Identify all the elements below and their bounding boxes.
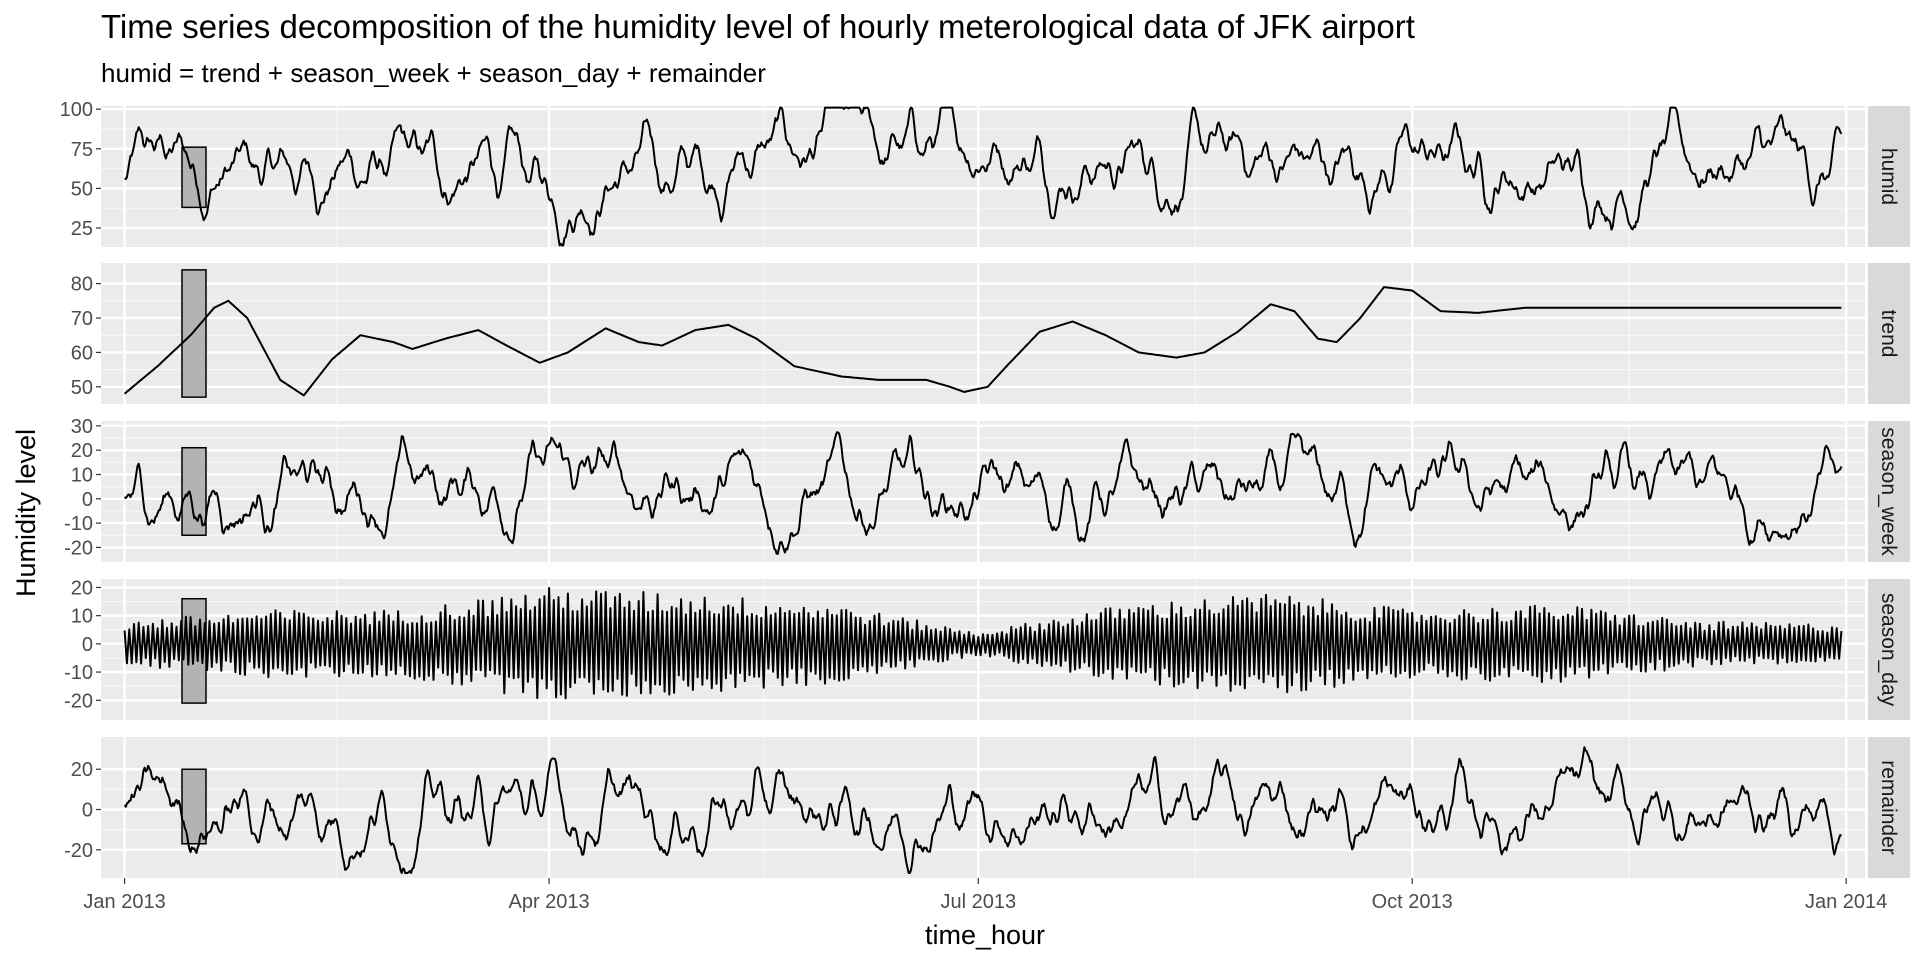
facet-strip-label: season_day <box>1877 593 1900 707</box>
y-tick-label: -20 <box>64 840 93 862</box>
y-tick-label: 10 <box>71 464 93 486</box>
facet-strip-label: trend <box>1877 310 1900 358</box>
panel-humid: 25 50 75 100 humid <box>60 99 1910 247</box>
y-tick-label: 100 <box>60 99 93 121</box>
y-tick-label: 20 <box>71 759 93 781</box>
y-tick-label: 0 <box>82 800 93 822</box>
y-tick-label: 80 <box>71 274 93 296</box>
series-line-humid <box>124 106 1843 247</box>
facet-strip <box>1868 421 1910 562</box>
y-tick-label: 50 <box>71 178 93 200</box>
y-tick-label: -20 <box>64 537 93 559</box>
facet-strip <box>1868 263 1910 404</box>
y-tick-label: 30 <box>71 416 93 438</box>
series-line-season_day <box>123 587 1843 700</box>
y-tick-label: 50 <box>71 377 93 399</box>
facet-strip <box>1868 737 1910 878</box>
panel-trend: 50 60 70 80 trend <box>71 263 1910 404</box>
y-tick-label: 75 <box>71 139 93 161</box>
y-tick-label: 70 <box>71 308 93 330</box>
panel-background <box>101 263 1865 404</box>
facet-strip <box>1868 106 1910 247</box>
facet-strip-label: season_week <box>1877 427 1900 556</box>
y-tick-label: 0 <box>82 489 93 511</box>
scale-bar <box>181 146 207 209</box>
y-tick-label: 0 <box>82 634 93 656</box>
y-tick-label: -20 <box>64 690 93 712</box>
x-tick-label: Jul 2013 <box>940 891 1016 913</box>
series-line-remainder <box>123 746 1842 874</box>
panel-background <box>101 421 1865 562</box>
chart-title: Time series decomposition of the humidit… <box>101 8 1415 45</box>
y-tick-label: -10 <box>64 662 93 684</box>
y-tick-label: -10 <box>64 513 93 535</box>
panel-remainder: -20 0 20 remainder <box>64 737 1910 878</box>
x-tick-label: Jan 2013 <box>83 891 165 913</box>
x-axis-title: time_hour <box>925 920 1045 950</box>
panel-season_day: -20 -10 0 10 20 season_day <box>64 577 1910 720</box>
facet-panels: 255075100humid50607080trend-20-100102030… <box>60 99 1910 878</box>
y-axis-title: Humidity level <box>11 429 41 597</box>
x-axis: Jan 2013 Apr 2013 Jul 2013 Oct 2013 Jan 2014 <box>83 878 1887 913</box>
x-tick-label: Jan 2014 <box>1805 891 1887 913</box>
series-line-season_week <box>123 431 1843 555</box>
panel-background <box>101 579 1865 720</box>
y-tick-label: 25 <box>71 218 93 240</box>
facet-strip <box>1868 579 1910 720</box>
panel-background <box>101 106 1865 247</box>
y-tick-label: 20 <box>71 577 93 599</box>
facet-strip-label: remainder <box>1877 760 1900 855</box>
x-tick-label: Apr 2013 <box>508 891 589 913</box>
series-line-trend <box>123 286 1842 397</box>
y-tick-label: 10 <box>71 606 93 628</box>
x-tick-label: Oct 2013 <box>1372 891 1453 913</box>
scale-bar <box>181 269 207 398</box>
y-tick-label: 20 <box>71 440 93 462</box>
y-tick-label: 60 <box>71 342 93 364</box>
facet-strip-label: humid <box>1877 148 1900 205</box>
chart-subtitle: humid = trend + season_week + season_day… <box>101 58 766 88</box>
